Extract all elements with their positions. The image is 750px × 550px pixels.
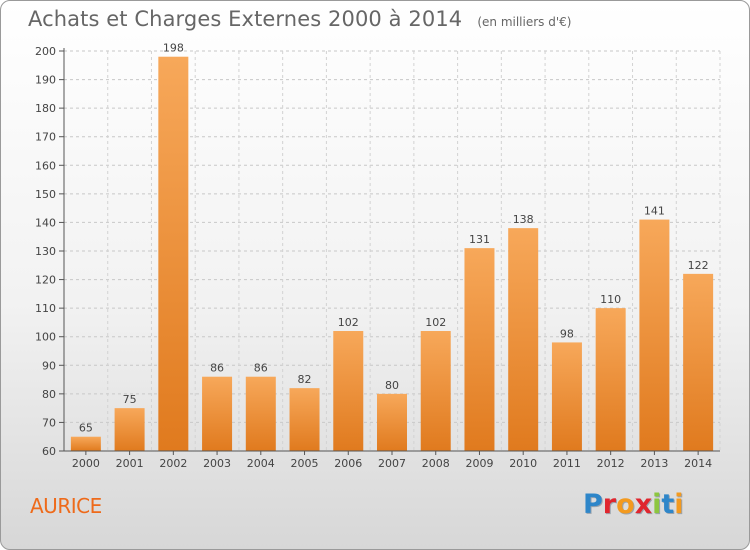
axis-layer: 60 70 80 90 100 110 120 130 140 150 160 170 180 190 20… [35,45,720,458]
bar [420,331,451,451]
x-tick-label: 2007 [378,457,406,470]
y-tick-label: 90 [42,359,56,372]
x-tick-label: 2009 [465,457,493,470]
logo-letter: x [634,489,653,520]
x-tick-label: 2008 [422,457,450,470]
y-tick-label: 130 [35,245,56,258]
chart-subtitle: (en milliers d'€) [477,15,572,29]
bar [289,388,320,451]
bar [683,273,714,451]
bar-value-label: 102 [425,316,446,329]
chart-title-group: Achats et Charges Externes 2000 à 2014 (… [28,7,571,31]
bar-value-label: 65 [79,422,93,435]
bar [202,376,233,451]
label-layer: 65 2000 75 2001 198 2002 86 2003 86 2004 82 2005 102… [72,42,712,470]
bar-value-label: 98 [560,327,574,340]
bar-value-label: 86 [254,362,268,375]
bar [245,376,276,451]
bar [377,393,407,451]
y-tick-label: 190 [35,74,56,87]
x-tick-label: 2006 [334,457,362,470]
bar [114,408,145,451]
y-tick-label: 100 [35,331,56,344]
chart-title: Achats et Charges Externes 2000 à 2014 [28,7,463,31]
x-tick-label: 2003 [203,457,231,470]
bar-value-label: 141 [644,205,665,218]
bar [70,436,101,451]
y-tick-label: 200 [35,45,56,58]
x-tick-label: 2001 [116,457,144,470]
bar-value-label: 102 [338,316,359,329]
x-tick-label: 2000 [72,457,100,470]
x-tick-label: 2011 [553,457,581,470]
x-tick-label: 2002 [159,457,187,470]
bar [551,342,582,451]
y-tick-label: 170 [35,131,56,144]
y-tick-label: 60 [42,445,56,458]
x-tick-label: 2004 [247,457,275,470]
bar [333,331,364,451]
x-tick-label: 2013 [640,457,668,470]
bar-value-label: 86 [210,362,224,375]
y-tick-label: 120 [35,274,56,287]
y-tick-label: 160 [35,159,56,172]
x-tick-label: 2014 [684,457,712,470]
bar-layer [70,56,714,451]
commune-name: AURICE [30,494,102,518]
logo-letter: r [602,489,617,520]
bar [639,219,670,451]
logo-letter: i [652,489,662,520]
bar-value-label: 198 [163,42,184,55]
bar-value-label: 75 [123,393,137,406]
y-tick-label: 150 [35,188,56,201]
logo-letter: i [674,489,684,520]
bar [158,56,189,451]
bar-value-label: 138 [513,213,534,226]
logo-letter: t [661,489,675,520]
bar-value-label: 80 [385,379,399,392]
bar [508,228,539,451]
x-tick-label: 2005 [291,457,319,470]
bar-value-label: 122 [688,259,709,272]
bar [464,248,495,451]
bar-value-label: 82 [298,373,312,386]
y-tick-label: 70 [42,416,56,429]
y-tick-label: 140 [35,216,56,229]
proxiti-logo: Proxiti [583,489,684,520]
logo-letter: P [583,489,603,520]
bar [595,308,626,451]
y-tick-label: 110 [35,302,56,315]
bar-value-label: 131 [469,233,490,246]
x-tick-label: 2010 [509,457,537,470]
y-tick-label: 180 [35,102,56,115]
logo-letter: o [616,489,635,520]
y-tick-label: 80 [42,388,56,401]
x-tick-label: 2012 [597,457,625,470]
bar-value-label: 110 [600,293,621,306]
